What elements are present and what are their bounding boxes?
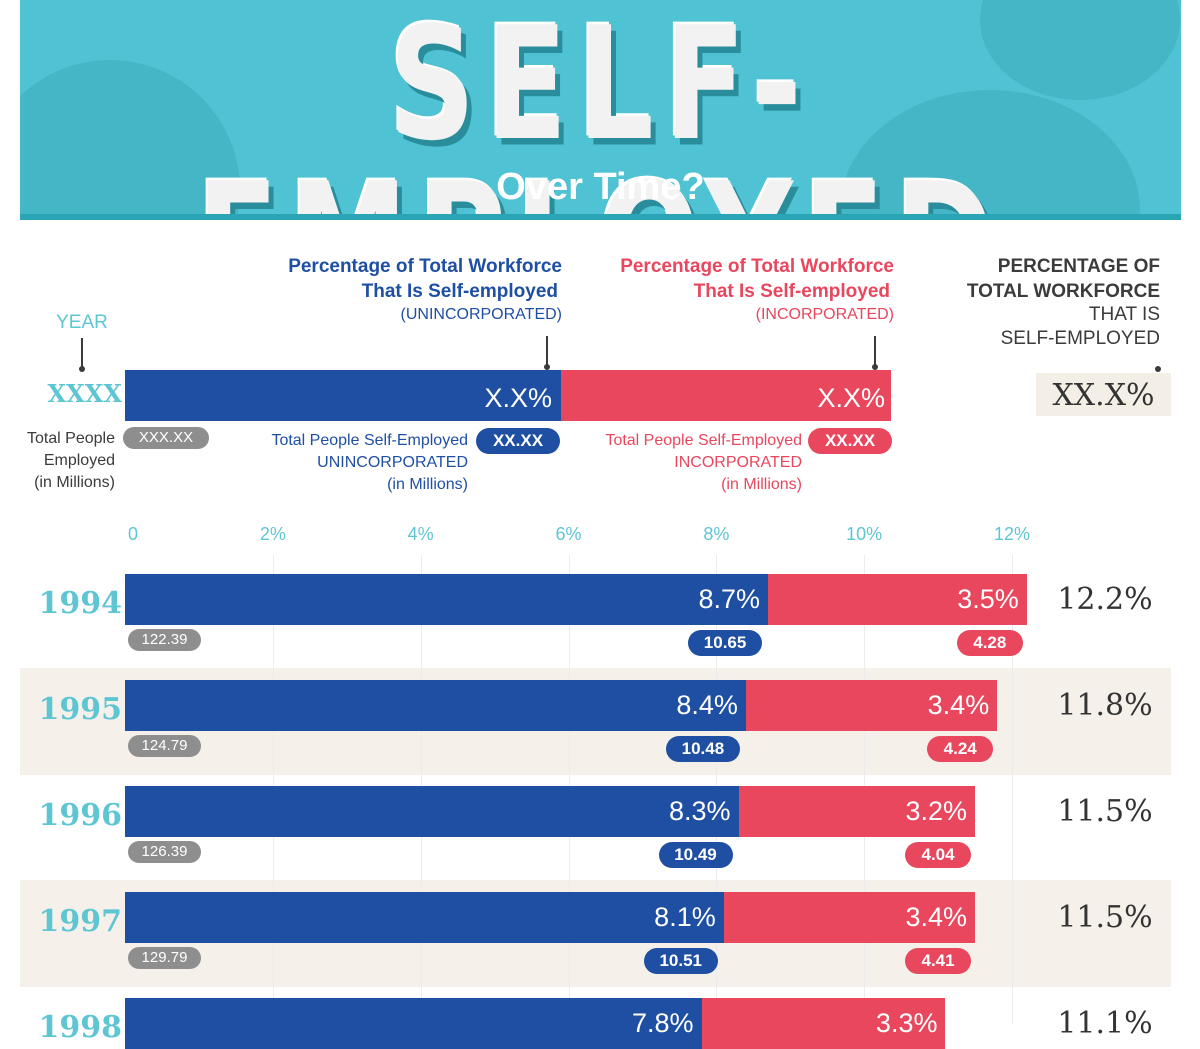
legend-pointer-dot: [79, 366, 85, 372]
legend-sample-bar-unincorporated: [125, 370, 561, 421]
legend-total-title-line1: PERCENTAGE OF: [997, 256, 1160, 277]
legend-incorp-people-label: Total People Self-Employed INCORPORATED …: [560, 430, 802, 496]
bar-unincorporated: [125, 574, 769, 625]
year-label: 1998: [38, 1010, 123, 1045]
legend-employed-label-line3: (in Millions): [34, 474, 115, 491]
bar-label-unincorporated: 8.1%: [654, 902, 716, 932]
legend-pointer: [81, 338, 83, 368]
legend-total-title: PERCENTAGE OF TOTAL WORKFORCE: [900, 254, 1160, 304]
legend-pointer-dot: [1155, 366, 1161, 372]
legend-total-sub-line2: SELF-EMPLOYED: [1000, 328, 1160, 349]
total-percentage: 11.5%: [1057, 900, 1153, 935]
legend-pointer: [546, 336, 548, 366]
year-label: 1994: [38, 586, 123, 621]
legend-incorp-people-line3: (in Millions): [721, 476, 802, 493]
bar-incorporated: [738, 786, 976, 837]
legend-total-sub-line1: THAT IS: [1088, 304, 1160, 325]
legend-unincorporated-sub: (UNINCORPORATED): [400, 306, 562, 323]
bar-unincorporated: [125, 892, 724, 943]
gridline: [1012, 555, 1013, 1024]
legend-incorp-sample: XX.XX: [808, 428, 892, 454]
legend-unincorp-sample: XX.XX: [476, 428, 560, 454]
bar-label-unincorporated: 8.7%: [698, 584, 761, 614]
x-axis-tick-label: 4%: [407, 524, 434, 544]
bar-incorporated: [768, 574, 1027, 625]
legend-unincorporated-title: Percentage of Total Workforce That Is Se…: [180, 254, 562, 304]
legend-unincorporated-title-line2: That Is Self-employed: [361, 281, 558, 302]
legend-sample-incorp-pct: X.X%: [817, 383, 885, 413]
total-percentage: 11.5%: [1057, 794, 1153, 829]
unincorporated-count-badge: 10.49: [658, 842, 733, 868]
legend-pointer-dot: [544, 364, 550, 370]
x-axis-tick-label: 8%: [703, 524, 730, 544]
legend-employed-label: Total People Employed (in Millions): [0, 428, 115, 494]
legend-unincorp-people-line1: Total People Self-Employed: [271, 432, 468, 449]
total-percentage: 11.8%: [1057, 688, 1153, 723]
page-title: SELF-EMPLOYED: [197, 0, 995, 220]
legend-incorp-people-line1: Total People Self-Employed: [605, 432, 802, 449]
x-axis-tick-label: 12%: [993, 524, 1031, 544]
bar-label-unincorporated: 8.3%: [668, 796, 731, 826]
legend-incorporated-sub: (INCORPORATED): [755, 306, 894, 323]
employed-badge: 129.79: [128, 947, 201, 969]
employed-badge: 124.79: [128, 735, 201, 757]
header-divider: [20, 214, 1181, 220]
legend-total-box: [1036, 373, 1171, 416]
unincorporated-count-badge: 10.51: [643, 948, 718, 974]
legend-employed-label-line1: Total People: [26, 430, 115, 447]
year-label: 1995: [38, 692, 123, 727]
unincorporated-count-badge: 10.65: [688, 630, 763, 656]
legend-incorporated-title-line1: Percentage of Total Workforce: [620, 256, 894, 277]
legend-total-title-line2: TOTAL WORKFORCE: [966, 281, 1160, 302]
x-axis-tick-label: 6%: [555, 524, 582, 544]
legend-pointer: [874, 336, 876, 366]
page-subtitle: Over Time?: [496, 166, 705, 208]
legend-employed-label-line2: Employed: [43, 452, 115, 469]
legend-total-sub: THAT IS SELF-EMPLOYED: [900, 303, 1160, 351]
legend-unincorporated-title-line1: Percentage of Total Workforce: [288, 256, 562, 277]
legend-sample-bar-incorporated: [561, 370, 891, 421]
year-label: 1997: [38, 904, 123, 939]
legend-unincorp-people-label: Total People Self-Employed UNINCORPORATE…: [220, 430, 468, 496]
bar-label-unincorporated: 8.4%: [676, 690, 738, 720]
legend-sample-unincorp-pct: X.X%: [484, 383, 552, 413]
legend-employed-sample: XXX.XX: [123, 427, 209, 449]
bar-label-incorporated: 3.5%: [957, 584, 1019, 614]
legend-incorporated-title: Percentage of Total Workforce That Is Se…: [520, 254, 894, 304]
legend-incorp-people-line2: INCORPORATED: [674, 454, 802, 471]
legend-sample-total: XX.X%: [1052, 378, 1155, 413]
x-axis-tick-label: 10%: [846, 524, 883, 544]
incorporated-count-badge: 4.28: [956, 630, 1023, 656]
bar-label-incorporated: 3.4%: [927, 690, 990, 720]
incorporated-count-badge: 4.04: [905, 842, 972, 868]
header-banner: SELF-EMPLOYED Over Time?: [20, 0, 1181, 220]
legend-year-sample: XXXX: [47, 379, 122, 408]
legend-incorporated-title-line2: That Is Self-employed: [693, 281, 890, 302]
year-label: 1996: [38, 798, 123, 833]
unincorporated-count-badge: 10.48: [665, 736, 740, 762]
x-axis-tick-label: 0: [127, 524, 138, 544]
total-percentage: 12.2%: [1057, 582, 1153, 617]
bar-label-incorporated: 3.4%: [905, 902, 968, 932]
x-axis-tick-label: 2%: [259, 524, 286, 544]
legend-unincorp-people-line3: (in Millions): [387, 476, 468, 493]
legend-unincorp-people-line2: UNINCORPORATED: [317, 454, 468, 471]
bar-incorporated: [745, 680, 998, 731]
employed-badge: 122.39: [128, 629, 201, 651]
incorporated-count-badge: 4.41: [905, 948, 972, 974]
incorporated-count-badge: 4.24: [927, 736, 994, 762]
legend-pointer-dot: [872, 364, 878, 370]
bar-label-incorporated: 3.2%: [905, 796, 968, 826]
employed-badge: 126.39: [128, 841, 201, 863]
bar-incorporated: [723, 892, 976, 943]
bar-unincorporated: [125, 786, 739, 837]
bar-unincorporated: [125, 680, 746, 731]
legend-year-label: YEAR: [56, 312, 108, 333]
